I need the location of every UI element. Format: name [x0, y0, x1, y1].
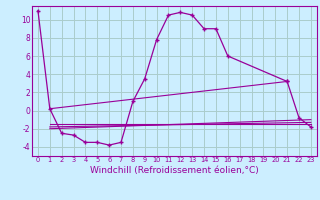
X-axis label: Windchill (Refroidissement éolien,°C): Windchill (Refroidissement éolien,°C) — [90, 166, 259, 175]
